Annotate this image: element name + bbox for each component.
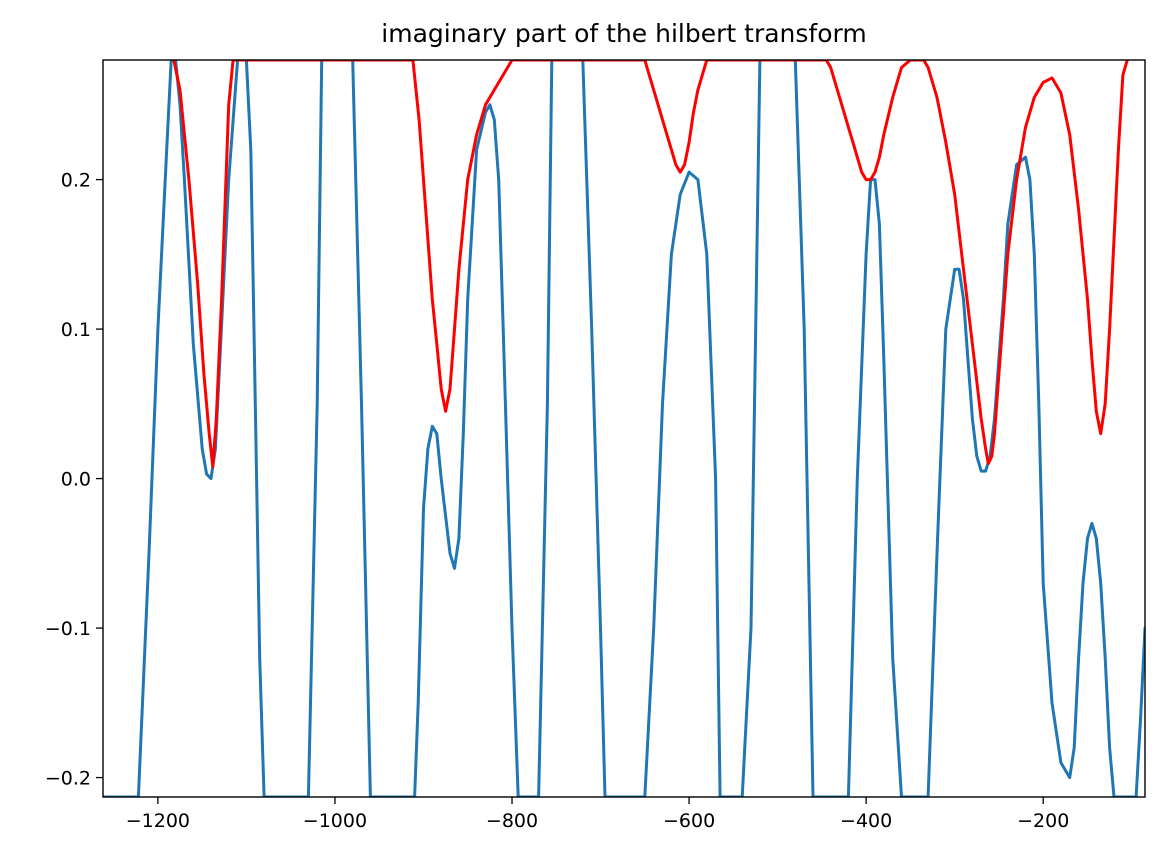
y-tick-label: 0.1 [61,319,91,341]
y-tick-label: 0.0 [61,469,91,491]
x-tick-label: −800 [486,810,538,832]
y-axis: −0.2 −0.1 0.0 0.1 0.2 [45,170,103,790]
y-tick-label: 0.2 [61,170,91,192]
plot-frame [102,59,1146,798]
series-layer [103,60,1145,797]
chart-title: imaginary part of the hilbert transform [381,19,866,48]
x-tick-label: −600 [663,810,715,832]
x-tick-label: −200 [1017,810,1069,832]
series-line-2 [172,60,1129,469]
x-axis: −1200 −1000 −800 −600 −400 −200 [126,797,1069,832]
x-tick-label: −1000 [303,810,367,832]
y-tick-label: −0.2 [45,768,91,790]
x-tick-label: −1200 [126,810,190,832]
y-tick-label: −0.1 [45,618,91,640]
x-tick-label: −400 [840,810,892,832]
